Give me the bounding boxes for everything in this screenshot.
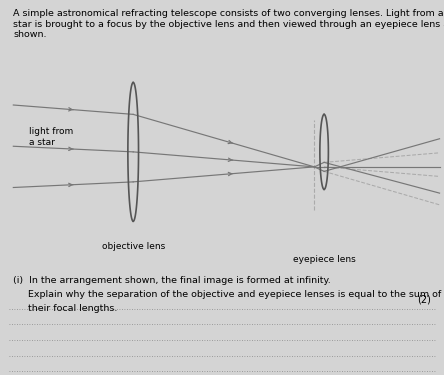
Text: eyepiece lens: eyepiece lens [293, 255, 356, 264]
Text: A simple astronomical refracting telescope consists of two converging lenses. Li: A simple astronomical refracting telesco… [13, 9, 444, 39]
Text: their focal lengths.: their focal lengths. [13, 304, 118, 313]
Text: (2): (2) [417, 294, 431, 304]
Text: (i)  In the arrangement shown, the final image is formed at infinity.: (i) In the arrangement shown, the final … [13, 276, 331, 285]
Text: light from
a star: light from a star [29, 127, 73, 147]
Text: objective lens: objective lens [102, 242, 165, 251]
Text: Explain why the separation of the objective and eyepiece lenses is equal to the : Explain why the separation of the object… [13, 290, 442, 299]
